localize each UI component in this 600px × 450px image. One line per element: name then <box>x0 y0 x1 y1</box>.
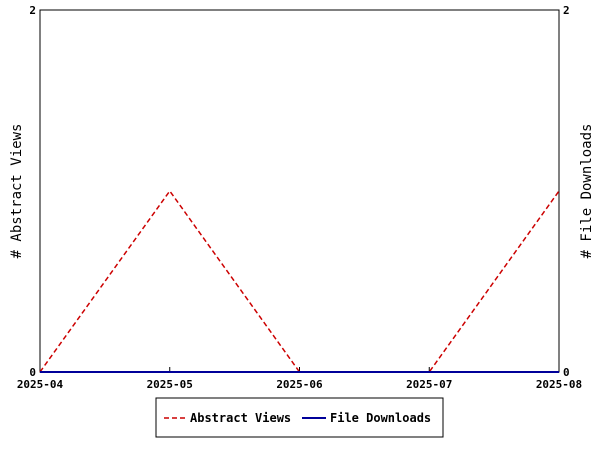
y-right-tick-label-2: 2 <box>563 4 570 17</box>
y-right-ticks: 02 <box>554 4 570 379</box>
legend-box <box>155 397 444 438</box>
y-left-axis-title: # Abstract Views <box>9 124 25 259</box>
y-right-axis-title: # File Downloads <box>579 124 595 259</box>
x-tick-label-2025-04: 2025-04 <box>17 378 64 391</box>
y-left-tick-label-0: 0 <box>29 366 36 379</box>
legend: Abstract Views File Downloads <box>155 397 444 438</box>
x-tick-label-2025-07: 2025-07 <box>406 378 452 391</box>
x-ticks: 2025-04 2025-05 2025-06 2025-07 2025-08 <box>17 367 582 391</box>
y-right-tick-label-0: 0 <box>563 366 570 379</box>
series-line-abstract-views <box>39 189 560 373</box>
x-tick-label-2025-05: 2025-05 <box>147 378 193 391</box>
legend-label-file-downloads: File Downloads <box>330 411 431 425</box>
x-tick-label-2025-06: 2025-06 <box>276 378 323 391</box>
legend-label-abstract-views: Abstract Views <box>190 411 291 425</box>
series-layer <box>39 189 560 373</box>
x-tick-label-2025-08: 2025-08 <box>536 378 582 391</box>
y-left-tick-label-2: 2 <box>29 4 36 17</box>
y-left-ticks: 02 <box>29 4 45 379</box>
plot-area <box>39 9 560 373</box>
